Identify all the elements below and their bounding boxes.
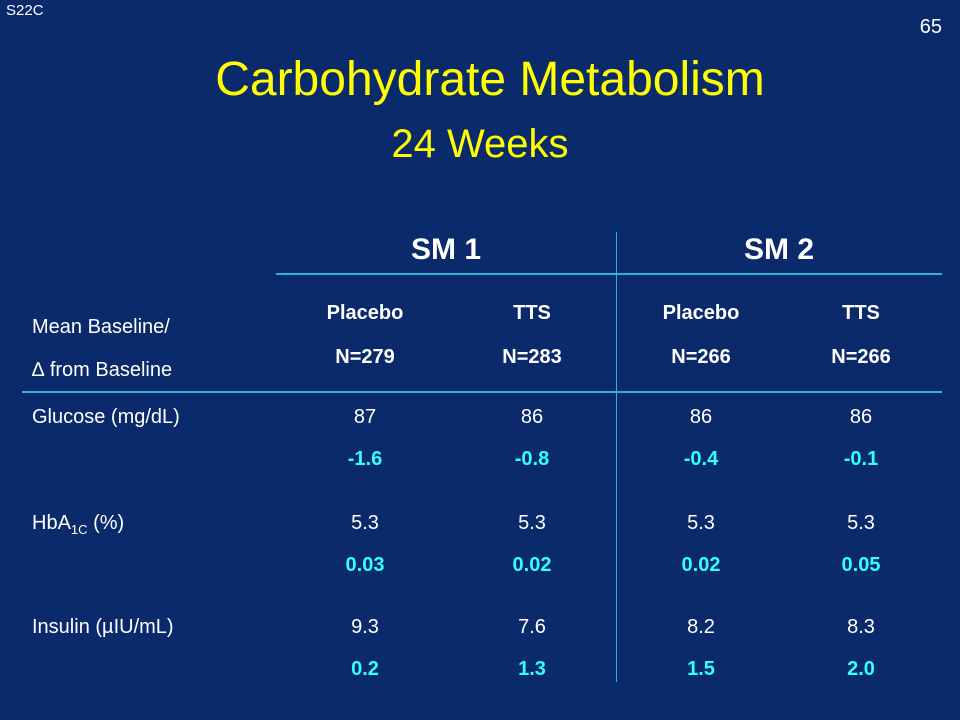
baseline-value: 86 (520, 406, 544, 428)
micro-symbol: µ (102, 616, 114, 638)
row-label-glucose: Glucose (mg/dL) (32, 406, 180, 428)
change-value: 0.2 (351, 658, 379, 680)
header-label-line2-text: from Baseline (49, 359, 173, 381)
baseline-value: 5.3 (687, 512, 715, 534)
page-number: 65 (919, 16, 942, 38)
header-label-line1: Mean Baseline/ (32, 316, 170, 338)
slide-title: Carbohydrate Metabolism (215, 53, 765, 106)
baseline-value: 87 (353, 406, 377, 428)
column-name: TTS (513, 302, 551, 324)
header-divider (22, 391, 942, 393)
column-n: N=279 (335, 346, 395, 368)
change-value: 1.5 (687, 658, 715, 680)
baseline-value: 8.3 (847, 616, 875, 638)
delta-symbol: ∆ (32, 359, 45, 381)
change-value: 0.02 (681, 554, 721, 576)
baseline-value: 8.2 (687, 616, 715, 638)
baseline-value: 5.3 (518, 512, 546, 534)
baseline-value: 5.3 (351, 512, 379, 534)
column-n: N=283 (502, 346, 562, 368)
change-value: 0.03 (345, 554, 385, 576)
column-n: N=266 (831, 346, 891, 368)
change-value: -0.1 (843, 448, 879, 470)
row-label-hba1c: HbA1C (%) (32, 512, 124, 537)
column-name: TTS (842, 302, 880, 324)
slide-subtitle: 24 Weeks (391, 122, 569, 166)
change-value: -1.6 (347, 448, 383, 470)
group-header-sm1: SM 1 (410, 233, 482, 266)
row-label-prefix: HbA (32, 512, 71, 534)
baseline-value: 86 (689, 406, 713, 428)
row-label-subscript: 1C (70, 522, 88, 537)
column-name: Placebo (326, 302, 404, 324)
row-label-prefix: Insulin ( (32, 616, 103, 638)
baseline-value: 86 (849, 406, 873, 428)
group-header-sm2: SM 2 (743, 233, 815, 266)
change-value: 0.02 (512, 554, 552, 576)
baseline-value: 7.6 (518, 616, 546, 638)
change-value: 1.3 (518, 658, 546, 680)
column-n: N=266 (671, 346, 731, 368)
group-divider (616, 232, 617, 682)
baseline-value: 5.3 (847, 512, 875, 534)
row-label-insulin: Insulin (µIU/mL) (32, 616, 174, 639)
column-name: Placebo (662, 302, 740, 324)
change-value: -0.4 (683, 448, 719, 470)
group-underline (276, 273, 942, 275)
row-label-suffix: (%) (87, 512, 125, 534)
slide-code: S22C (6, 2, 44, 19)
header-label-line2: ∆ from Baseline (32, 359, 172, 382)
change-value: -0.8 (514, 448, 550, 470)
change-value: 2.0 (847, 658, 875, 680)
baseline-value: 9.3 (351, 616, 379, 638)
change-value: 0.05 (841, 554, 881, 576)
row-label-suffix: IU/mL) (113, 616, 174, 638)
